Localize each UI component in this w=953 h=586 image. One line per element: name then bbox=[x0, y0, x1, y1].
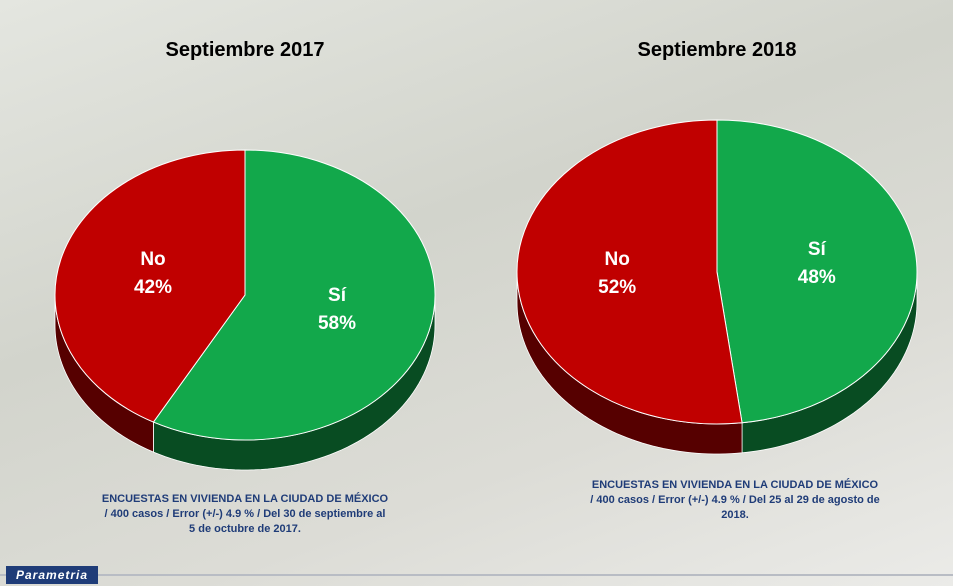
chart-title: Septiembre 2018 bbox=[638, 39, 797, 61]
value-label: 58% bbox=[318, 313, 356, 334]
brand-logo: Parametria bbox=[6, 566, 99, 584]
value-label: 42% bbox=[134, 277, 172, 298]
pie-slice bbox=[54, 149, 246, 423]
footer-line bbox=[0, 574, 953, 576]
pie-slice bbox=[516, 119, 743, 425]
chart-title: Septiembre 2017 bbox=[166, 39, 325, 61]
footnote: ENCUESTAS EN VIVIENDA EN LA CIUDAD DE MÉ… bbox=[101, 493, 389, 535]
slice-label: Sí bbox=[328, 285, 347, 306]
slice-label: Sí bbox=[808, 239, 827, 260]
pie-slice bbox=[716, 119, 918, 424]
slice-label: No bbox=[605, 249, 630, 270]
value-label: 52% bbox=[598, 277, 636, 298]
slice-label: No bbox=[140, 249, 165, 270]
footnote: ENCUESTAS EN VIVIENDA EN LA CIUDAD DE MÉ… bbox=[590, 479, 880, 521]
pie-slice bbox=[152, 149, 436, 441]
value-label: 48% bbox=[798, 267, 836, 288]
